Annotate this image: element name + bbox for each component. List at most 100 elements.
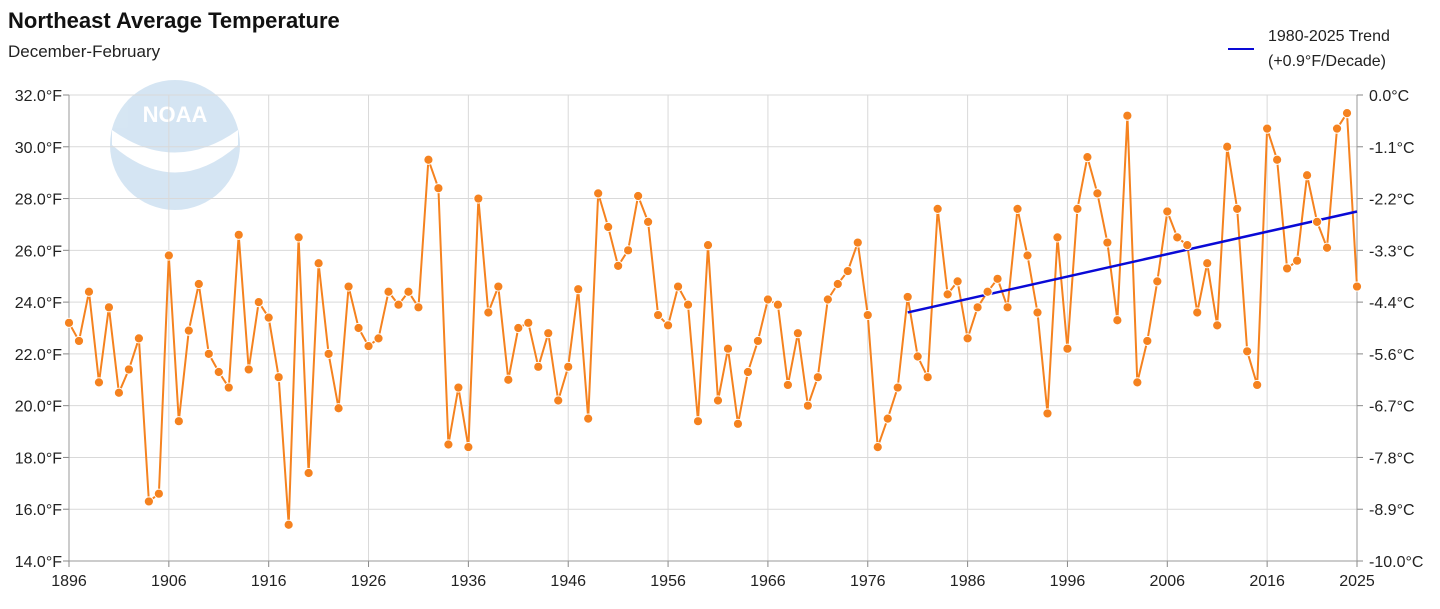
data-point (1222, 141, 1233, 152)
data-point (852, 237, 863, 248)
trend-legend-swatch (1228, 48, 1254, 50)
y-tick-label-left: 14.0°F (15, 554, 63, 571)
x-tick-label: 2006 (1149, 573, 1185, 590)
data-point (603, 221, 614, 233)
data-point (543, 328, 554, 339)
x-tick-label: 1926 (351, 573, 387, 590)
data-point (1072, 203, 1083, 215)
data-point (513, 322, 524, 334)
data-point (992, 273, 1003, 284)
data-point (253, 297, 264, 308)
data-point (672, 281, 684, 292)
data-point (263, 312, 274, 323)
data-point (942, 289, 953, 300)
chart-subtitle: December-February (8, 42, 161, 61)
data-point (932, 203, 943, 215)
data-point (762, 294, 774, 305)
data-point (802, 400, 813, 411)
data-point (423, 154, 434, 165)
data-point (303, 467, 314, 479)
data-point (333, 403, 344, 414)
data-point (782, 379, 793, 391)
x-tick-label: 1956 (650, 573, 686, 590)
x-tick-label: 1976 (850, 573, 886, 590)
data-point (283, 519, 294, 530)
x-tick-label: 2025 (1339, 573, 1375, 590)
data-point (1132, 377, 1143, 388)
data-point (363, 341, 374, 352)
data-point (812, 372, 823, 383)
data-point (922, 372, 933, 383)
chart-title: Northeast Average Temperature (8, 8, 340, 33)
y-tick-label-left: 32.0°F (15, 88, 63, 105)
data-point (583, 413, 594, 424)
data-point (573, 284, 584, 295)
data-point (163, 250, 174, 261)
x-tick-label: 1946 (550, 573, 586, 590)
data-point (1192, 307, 1203, 318)
data-point (373, 333, 384, 344)
x-tick-label: 1906 (151, 573, 187, 590)
data-point (403, 286, 414, 297)
y-tick-label-left: 16.0°F (15, 502, 63, 519)
data-point (213, 366, 224, 378)
data-point (792, 328, 803, 339)
data-point (343, 281, 354, 292)
data-point (1062, 343, 1073, 354)
data-point (493, 281, 504, 292)
data-point (103, 302, 115, 313)
data-point (93, 377, 105, 388)
legend[interactable]: 1980-2025 Trend (+0.9°F/Decade) (1228, 24, 1428, 74)
data-point (872, 441, 883, 453)
x-tick-label: 1916 (251, 573, 287, 590)
y-tick-label-right: -7.8°C (1369, 450, 1415, 467)
y-tick-label-left: 30.0°F (15, 140, 63, 157)
data-point (433, 183, 444, 194)
data-point (1122, 110, 1133, 121)
x-tick-label: 1966 (750, 573, 786, 590)
data-point (1272, 154, 1283, 165)
data-point (383, 286, 394, 297)
data-point (1341, 108, 1353, 119)
data-point (113, 387, 125, 398)
data-point (293, 232, 304, 243)
y-tick-label-left: 26.0°F (15, 243, 63, 260)
data-point (233, 229, 244, 240)
data-point (882, 413, 893, 424)
data-point (473, 193, 484, 204)
data-point (353, 322, 364, 334)
y-tick-label-left: 18.0°F (15, 450, 63, 467)
data-point (313, 258, 324, 269)
data-point (722, 343, 734, 354)
data-point (1291, 255, 1303, 266)
data-point (702, 240, 714, 251)
y-tick-label-right: -3.3°C (1369, 243, 1415, 260)
data-point (633, 190, 644, 202)
data-point (1152, 276, 1163, 287)
temperature-line (68, 112, 1358, 526)
data-point (463, 441, 474, 453)
x-tick-label: 1986 (950, 573, 986, 590)
data-point (1311, 216, 1323, 227)
y-tick-label-left: 20.0°F (15, 399, 63, 416)
data-point (63, 317, 75, 328)
data-point (1202, 258, 1213, 269)
data-point (1331, 123, 1343, 134)
data-point (623, 245, 634, 256)
data-point (323, 348, 334, 359)
data-point (1242, 346, 1253, 357)
y-tick-label-right: -6.7°C (1369, 399, 1415, 416)
y-tick-label-right: -8.9°C (1369, 502, 1415, 519)
data-point (1252, 379, 1263, 391)
data-point (682, 299, 694, 310)
data-point (732, 418, 744, 429)
data-point (842, 265, 853, 277)
data-point (523, 317, 534, 328)
x-tick-label: 1896 (51, 573, 87, 590)
data-point (712, 395, 724, 406)
data-point (1112, 315, 1123, 326)
data-point (533, 361, 544, 372)
y-tick-label-right: -1.1°C (1369, 140, 1415, 157)
data-point (133, 333, 144, 344)
